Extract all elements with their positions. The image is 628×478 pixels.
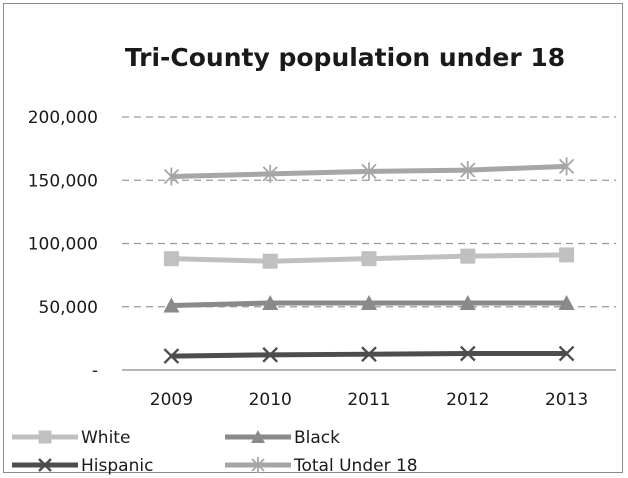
triangle-marker [262,294,279,310]
x-tick-label: 2013 [545,390,588,410]
gridlines [122,116,616,308]
legend-label: Total Under 18 [293,456,418,476]
triangle-marker [459,294,476,310]
triangle-marker [163,297,180,313]
star-marker [163,167,180,186]
star-marker [262,164,278,183]
square-marker [361,251,377,267]
legend-label: Hispanic [81,456,153,476]
x-marker [262,346,279,363]
triangle-marker [251,430,265,443]
chart-frame [3,3,623,473]
square-marker [163,251,179,267]
x-axis-ticks: 2009 2010 2011 2012 2013 [150,390,588,410]
y-axis-ticks: - 50,000 100,000 150,000 200,000 [28,108,98,381]
y-tick-label: 150,000 [28,171,98,191]
y-tick-label: 100,000 [28,235,98,255]
x-tick-label: 2009 [150,390,193,410]
star-marker [460,161,476,180]
square-marker [262,253,278,269]
square-marker [38,430,52,444]
star-marker [558,157,575,176]
x-marker [459,345,476,362]
x-marker [163,348,180,364]
y-tick-label: - [92,361,98,381]
x-tick-label: 2012 [446,390,489,410]
chart-title: Tri-County population under 18 [125,43,565,72]
x-tick-label: 2010 [249,390,292,410]
x-tick-label: 2011 [347,390,390,410]
y-tick-label: 200,000 [28,108,98,128]
y-tick-label: 50,000 [39,298,98,318]
legend: White Black Hispanic Total Under 18 [12,428,418,476]
series-layer [163,157,575,364]
legend-label: Black [294,428,340,448]
star-marker [251,457,265,473]
triangle-marker [558,294,575,310]
square-marker [460,248,476,264]
triangle-marker [361,294,377,310]
square-marker [559,247,575,263]
x-marker [38,458,52,472]
x-marker [558,345,575,362]
star-marker [361,162,377,181]
x-marker [361,346,377,363]
legend-label: White [81,428,130,448]
